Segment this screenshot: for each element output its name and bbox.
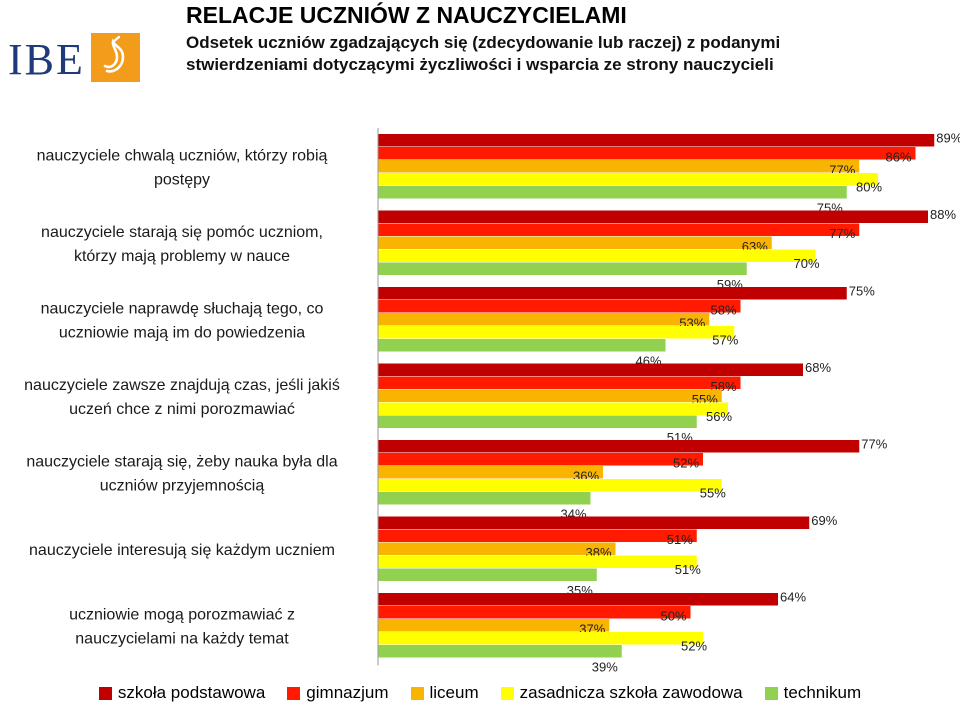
legend-label: gimnazjum: [306, 683, 389, 702]
data-label: 68%: [805, 360, 831, 375]
legend-swatch: [410, 686, 424, 700]
page-subtitle: Odsetek uczniów zgadzających się (zdecyd…: [186, 33, 781, 74]
category-label-line: postępy: [154, 172, 210, 189]
data-label: 77%: [829, 226, 855, 241]
logo-mark-icon: [91, 33, 140, 82]
legend-label: szkoła podstawowa: [117, 683, 266, 702]
bar: [378, 160, 860, 173]
category-label-line: uczniów przyjemnością: [100, 478, 265, 495]
category-label-line: uczniowie mają im do powiedzenia: [59, 325, 305, 342]
bar: [378, 262, 747, 275]
logo-text: IBE: [8, 35, 85, 84]
bar: [378, 440, 860, 453]
bar: [378, 415, 697, 428]
bar: [378, 313, 710, 326]
bar: [378, 339, 666, 352]
bar: [378, 402, 728, 415]
bar: [378, 593, 778, 606]
bar: [378, 287, 847, 300]
bar: [378, 632, 703, 645]
bar: [378, 223, 860, 236]
data-label: 88%: [930, 207, 956, 222]
legend-swatch: [764, 686, 778, 700]
data-label: 58%: [711, 303, 737, 318]
legend-swatch: [500, 686, 514, 700]
legend-label: liceum: [429, 683, 479, 702]
bar: [378, 453, 703, 466]
data-label: 77%: [861, 437, 887, 452]
category-label: nauczyciele interesują się każdym ucznie…: [29, 542, 335, 559]
data-label: 51%: [675, 562, 701, 577]
data-label: 50%: [661, 609, 687, 624]
data-label: 51%: [667, 532, 693, 547]
bar: [378, 389, 722, 402]
category-label-line: nauczycielami na każdy temat: [75, 631, 289, 648]
category-label-line: nauczyciele interesują się każdym ucznie…: [29, 542, 335, 559]
bar: [378, 376, 741, 389]
bar-chart: nauczyciele chwalą uczniów, którzy robią…: [24, 128, 960, 675]
bar: [378, 236, 772, 249]
category-label-line: uczniowie mogą porozmawiać z: [69, 607, 295, 624]
category-label: nauczyciele starają się, żeby nauka była…: [26, 454, 337, 495]
legend-label: zasadnicza szkoła zawodowa: [519, 683, 743, 702]
category-label-line: nauczyciele starają się, żeby nauka była…: [26, 454, 337, 471]
bar: [378, 186, 847, 199]
category-label: nauczyciele naprawdę słuchają tego, co uc…: [41, 301, 324, 342]
bar: [378, 363, 803, 376]
data-label: 75%: [849, 284, 875, 299]
legend-label: technikum: [783, 683, 862, 702]
bar: [378, 542, 616, 555]
bar: [378, 479, 722, 492]
category-label-line: nauczyciele zawsze znajdują czas, jeśli …: [24, 377, 340, 394]
bar: [378, 134, 935, 147]
category-label: nauczyciele chwalą uczniów, którzy robią…: [37, 148, 328, 189]
legend-item: szkoła podstawowa: [98, 683, 266, 703]
data-label: 86%: [886, 150, 912, 165]
category-label: nauczyciele zawsze znajdują czas, jeśli …: [24, 377, 340, 418]
bar: [378, 249, 816, 262]
page-title: RELACJE UCZNIÓW Z NAUCZYCIELAMI: [186, 2, 627, 28]
bar: [378, 147, 916, 160]
bar: [378, 619, 610, 632]
legend-swatch: [287, 686, 301, 700]
data-label: 89%: [936, 131, 960, 146]
data-label: 52%: [681, 639, 707, 654]
legend-item: technikum: [764, 683, 862, 703]
legend-item: zasadnicza szkoła zawodowa: [500, 683, 743, 703]
data-label: 57%: [712, 333, 738, 348]
bar: [378, 466, 603, 479]
bar: [378, 645, 622, 658]
bar: [378, 606, 691, 619]
chart-legend: szkoła podstawowa gimnazjum liceum zasadnic…: [0, 682, 960, 704]
legend-item: liceum: [410, 683, 479, 703]
data-label: 52%: [673, 456, 699, 471]
category-label-line: uczeń chce z nimi porozmawiać: [69, 401, 295, 418]
data-label: 70%: [794, 256, 820, 271]
data-label: 69%: [811, 513, 837, 528]
data-label: 39%: [592, 660, 618, 675]
bar: [378, 555, 697, 568]
ibe-logo: IBE: [8, 30, 140, 86]
legend-swatch: [98, 686, 112, 700]
bar: [378, 326, 735, 339]
bar: [378, 516, 810, 529]
bar: [378, 529, 697, 542]
bar: [378, 492, 591, 505]
bar: [378, 568, 597, 581]
bar: [378, 173, 878, 186]
data-label: 64%: [780, 590, 806, 605]
data-label: 56%: [706, 409, 732, 424]
category-label-line: nauczyciele chwalą uczniów, którzy robią: [37, 148, 328, 165]
category-label: uczniowie mogą porozmawiać z nauczycielam…: [69, 607, 295, 648]
bar: [378, 300, 741, 313]
category-label-line: nauczyciele starają się pomóc uczniom,: [41, 224, 323, 241]
data-label: 80%: [856, 180, 882, 195]
legend-item: gimnazjum: [287, 683, 389, 703]
bar: [378, 210, 928, 223]
data-label: 55%: [700, 486, 726, 501]
category-label-line: którzy mają problemy w nauce: [74, 248, 290, 265]
category-label: nauczyciele starają się pomóc uczniom, kt…: [41, 224, 323, 265]
category-label-line: nauczyciele naprawdę słuchają tego, co: [41, 301, 324, 318]
